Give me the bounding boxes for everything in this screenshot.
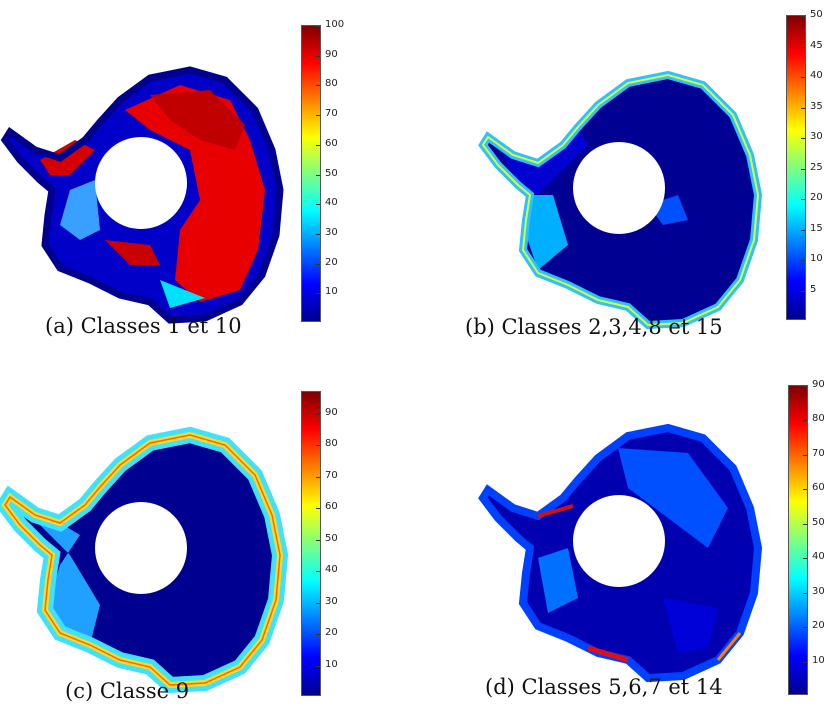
colorbar-a-tick-mark [316, 204, 320, 206]
colorbar-b-ticks: 5 10 15 20 25 30 35 40 45 50 [810, 10, 829, 320]
colorbar-d-tick-mark [803, 386, 807, 387]
colorbar-a-tick-mark [316, 263, 320, 265]
antarctica-map-d [478, 398, 778, 698]
colorbar-a-tick-label: 70 [325, 108, 338, 120]
colorbar-d-tick-label: 60 [812, 482, 825, 494]
colorbar-b-tick-mark [801, 107, 805, 109]
colorbar-a-tick-mark [316, 115, 320, 117]
caption-c: (c) Classe 9 [65, 679, 190, 703]
colorbar-c-tick-label: 30 [325, 595, 338, 607]
colorbar-a-tick-label: 90 [325, 48, 338, 60]
colorbar-d-tick-label: 70 [812, 447, 825, 459]
colorbar-d [788, 385, 808, 695]
colorbar-b-tick-label: 30 [810, 131, 823, 142]
colorbar-a-tick-mark [316, 233, 320, 235]
colorbar-c-tick-mark [316, 445, 320, 447]
colorbar-d-tick-label: 20 [812, 620, 825, 632]
antarctica-map-b [478, 45, 778, 345]
colorbar-c-tick-mark [316, 508, 320, 510]
colorbar-a-tick-label: 60 [325, 137, 338, 149]
colorbar-c-tick-label: 90 [325, 407, 338, 418]
colorbar-a-tick-label: 80 [325, 78, 338, 90]
colorbar-c-tick-mark [316, 476, 320, 478]
colorbar-a-tick-mark [316, 174, 320, 176]
colorbar-c-tick-label: 50 [325, 532, 338, 544]
colorbar-c-tick-mark [316, 539, 320, 541]
colorbar-a-tick-mark [316, 55, 320, 57]
colorbar-c-tick-label: 20 [325, 627, 338, 639]
colorbar-b-tick-label: 40 [810, 70, 823, 81]
colorbar-b [786, 15, 806, 320]
colorbar-b-tick-label: 25 [810, 161, 823, 173]
caption-a: (a) Classes 1 et 10 [45, 314, 242, 338]
colorbar-d-tick-mark [803, 420, 807, 422]
colorbar-a-tick-label: 30 [325, 226, 338, 238]
antarctica-map-a [0, 40, 300, 340]
colorbar-d-tick-label: 80 [812, 413, 825, 425]
colorbar-d-ticks: 10 20 30 40 50 60 70 80 90 [812, 380, 829, 695]
colorbar-b-tick-mark [801, 199, 805, 200]
colorbar-b-tick-mark [801, 16, 805, 17]
colorbar-c-tick-mark [316, 665, 320, 667]
colorbar-d-tick-label: 30 [812, 585, 825, 597]
colorbar-b-tick-mark [801, 260, 805, 261]
colorbar-a-tick-mark [316, 144, 320, 146]
colorbar-c-tick-label: 40 [325, 564, 338, 576]
colorbar-a-tick-label: 100 [325, 19, 345, 30]
colorbar-c-ticks: 10 20 30 40 50 60 70 80 90 [325, 391, 365, 696]
colorbar-a-tick-mark [316, 26, 320, 27]
colorbar-d-tick-label: 90 [812, 379, 825, 390]
colorbar-b-tick-mark [801, 77, 805, 78]
colorbar-c-tick-mark [316, 634, 320, 636]
colorbar-c-tick-label: 60 [325, 501, 338, 513]
colorbar-c [301, 391, 321, 696]
colorbar-b-tick-mark [801, 290, 805, 292]
colorbar-b-tick-label: 35 [810, 100, 823, 112]
colorbar-d-tick-mark [803, 627, 807, 629]
colorbar-d-tick-mark [803, 523, 807, 525]
colorbar-c-tick-mark [316, 414, 320, 415]
colorbar-b-tick-mark [801, 168, 805, 170]
colorbar-b-tick-label: 5 [810, 283, 817, 295]
colorbar-b-tick-label: 20 [810, 192, 823, 203]
colorbar-c-tick-label: 10 [325, 658, 338, 670]
colorbar-d-tick-label: 10 [812, 654, 825, 666]
caption-b: (b) Classes 2,3,4,8 et 15 [465, 315, 723, 339]
colorbar-c-tick-mark [316, 571, 320, 573]
colorbar-b-tick-label: 50 [810, 9, 823, 20]
caption-d: (d) Classes 5,6,7 et 14 [485, 675, 723, 699]
colorbar-b-tick-mark [801, 138, 805, 139]
colorbar-a-tick-label: 40 [325, 197, 338, 209]
colorbar-b-tick-label: 10 [810, 253, 823, 264]
colorbar-b-tick-label: 45 [810, 39, 823, 51]
colorbar-a [301, 25, 321, 322]
colorbar-a-tick-label: 20 [325, 256, 338, 268]
colorbar-d-tick-mark [803, 661, 807, 663]
colorbar-d-tick-label: 50 [812, 516, 825, 528]
colorbar-d-tick-mark [803, 489, 807, 491]
colorbar-a-tick-mark [316, 85, 320, 87]
colorbar-d-tick-mark [803, 592, 807, 594]
colorbar-d-tick-mark [803, 454, 807, 456]
colorbar-c-tick-label: 80 [325, 438, 338, 450]
colorbar-a-tick-label: 10 [325, 286, 338, 298]
colorbar-c-tick-mark [316, 602, 320, 604]
colorbar-a-tick-label: 50 [325, 167, 338, 179]
colorbar-b-tick-label: 15 [810, 222, 823, 234]
colorbar-d-tick-mark [803, 558, 807, 560]
colorbar-c-tick-label: 70 [325, 469, 338, 481]
colorbar-d-tick-label: 40 [812, 551, 825, 563]
antarctica-map-c [0, 405, 300, 705]
colorbar-b-tick-mark [801, 229, 805, 231]
colorbar-b-tick-mark [801, 46, 805, 48]
colorbar-a-ticks: 10 20 30 40 50 60 70 80 90 100 [325, 20, 365, 322]
colorbar-a-tick-mark [316, 293, 320, 295]
